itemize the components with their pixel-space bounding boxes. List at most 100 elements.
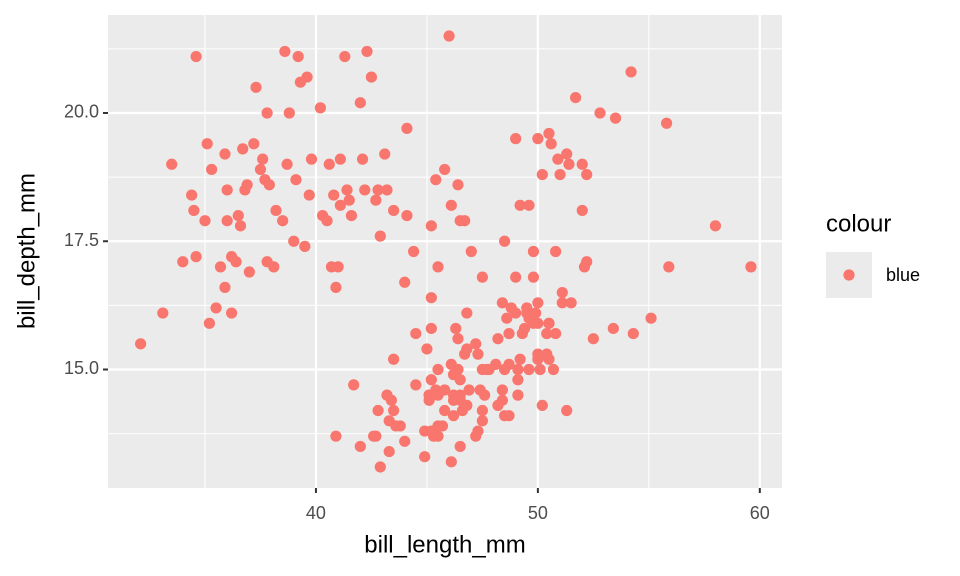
point [374, 461, 386, 473]
point [374, 230, 386, 242]
point [430, 174, 442, 186]
point [541, 327, 553, 340]
point [423, 394, 435, 406]
point [188, 204, 200, 217]
point [425, 292, 437, 304]
point [263, 179, 275, 191]
point [425, 220, 437, 232]
y-tick-label: 15.0 [64, 358, 99, 378]
point [221, 184, 233, 196]
point [388, 353, 400, 365]
point [206, 163, 218, 176]
point [454, 440, 466, 453]
point [454, 374, 466, 386]
point [470, 338, 482, 350]
point [532, 348, 544, 360]
point [248, 138, 260, 150]
point [447, 394, 460, 406]
point [186, 189, 198, 201]
point [534, 363, 546, 376]
point [496, 384, 508, 396]
point [496, 297, 508, 309]
point [410, 327, 422, 340]
point [399, 276, 411, 288]
point [709, 220, 722, 232]
point [356, 153, 369, 165]
point [498, 363, 511, 376]
legend: colour blue [826, 210, 920, 298]
point [476, 363, 488, 376]
point [532, 133, 544, 145]
point [166, 158, 178, 170]
point [550, 327, 562, 340]
point [203, 317, 216, 329]
point [461, 399, 473, 412]
point [365, 71, 378, 83]
point [556, 286, 568, 299]
point [432, 261, 444, 273]
point [334, 199, 346, 211]
point [576, 158, 588, 170]
point [419, 425, 431, 437]
point [607, 322, 619, 335]
point [536, 168, 548, 181]
point [518, 322, 531, 335]
point [354, 440, 366, 453]
point [594, 107, 606, 119]
point [498, 410, 511, 422]
point [199, 215, 211, 227]
point [463, 384, 475, 396]
y-axis-title: bill_depth_mm [13, 173, 40, 329]
point [250, 81, 262, 93]
point [232, 209, 244, 222]
point [447, 410, 460, 422]
point [214, 261, 227, 273]
points [135, 30, 757, 473]
point [476, 271, 488, 283]
point [372, 184, 384, 196]
point [190, 251, 202, 263]
point [523, 363, 535, 376]
point [459, 215, 471, 227]
point [226, 307, 238, 319]
point [561, 404, 573, 417]
point [461, 343, 473, 355]
point [543, 353, 555, 365]
point [277, 215, 289, 227]
point [345, 209, 358, 222]
point [496, 394, 508, 406]
point [270, 204, 282, 217]
point [383, 415, 395, 427]
point [581, 168, 593, 181]
point [261, 107, 273, 119]
point [341, 184, 353, 196]
legend-title: colour [826, 210, 891, 237]
point [543, 127, 555, 140]
point [401, 122, 413, 134]
point [561, 148, 573, 160]
point [254, 163, 267, 176]
point [476, 404, 488, 417]
point [370, 194, 382, 206]
point [609, 112, 622, 124]
point [401, 209, 413, 222]
point [565, 297, 577, 309]
point [439, 163, 451, 176]
point [552, 153, 564, 165]
point [660, 117, 673, 129]
point [512, 389, 524, 401]
point [556, 297, 568, 309]
point [514, 199, 526, 211]
point [425, 322, 437, 335]
point [257, 153, 269, 165]
point [543, 317, 555, 329]
point [547, 363, 560, 376]
point [554, 168, 566, 181]
point [388, 204, 400, 217]
point [177, 256, 189, 268]
point [325, 261, 338, 273]
point [745, 261, 757, 273]
point [230, 256, 242, 268]
point [330, 281, 342, 294]
point [663, 261, 675, 273]
